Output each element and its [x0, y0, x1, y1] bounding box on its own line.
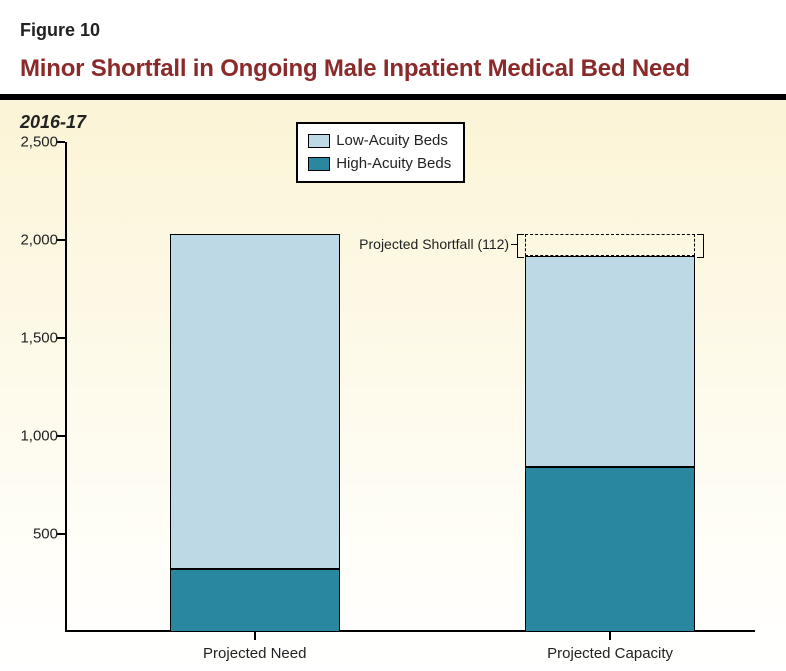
- y-tick: [57, 239, 65, 241]
- x-tick: [254, 632, 256, 640]
- shortfall-box: [525, 234, 695, 256]
- plot-area: 5001,0001,5002,0002,500Projected NeedPro…: [65, 142, 755, 632]
- annotation-bracket: [517, 234, 524, 258]
- y-tick: [57, 337, 65, 339]
- y-tick: [57, 141, 65, 143]
- y-tick-label: 1,500: [10, 330, 58, 347]
- x-tick: [609, 632, 611, 640]
- shortfall-annotation: Projected Shortfall (112): [339, 236, 509, 252]
- y-axis: [65, 142, 67, 632]
- x-tick-label: Projected Need: [203, 645, 306, 662]
- annotation-bracket: [697, 234, 704, 258]
- y-tick-label: 2,500: [10, 134, 58, 151]
- bar-segment: [170, 569, 340, 632]
- bar-segment: [525, 256, 695, 468]
- x-tick-label: Projected Capacity: [547, 645, 673, 662]
- figure-number: Figure 10: [20, 20, 100, 41]
- figure-container: Figure 10 Minor Shortfall in Ongoing Mal…: [0, 0, 786, 671]
- y-tick: [57, 435, 65, 437]
- annotation-leader: [511, 244, 517, 245]
- y-tick-label: 500: [10, 526, 58, 543]
- y-tick-label: 1,000: [10, 428, 58, 445]
- y-tick: [57, 533, 65, 535]
- y-tick-label: 2,000: [10, 232, 58, 249]
- bar-segment: [525, 467, 695, 632]
- chart-subtitle: 2016-17: [20, 112, 86, 133]
- bar-segment: [170, 234, 340, 569]
- chart-title: Minor Shortfall in Ongoing Male Inpatien…: [20, 55, 690, 83]
- header: Figure 10 Minor Shortfall in Ongoing Mal…: [0, 0, 786, 100]
